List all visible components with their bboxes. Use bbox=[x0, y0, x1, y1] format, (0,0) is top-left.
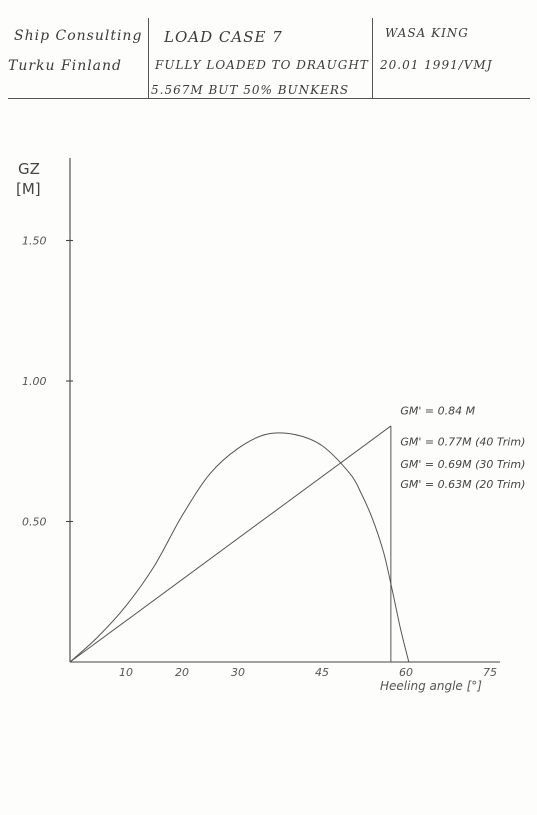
x-tick-label: 20 bbox=[175, 666, 189, 679]
gz-curve bbox=[69, 432, 410, 663]
gm-annotation: GM' = 0.77M (40 Trim) bbox=[400, 436, 525, 449]
load-case-title: LOAD CASE 7 bbox=[164, 28, 283, 46]
gm-annotation: GM' = 0.63M (20 Trim) bbox=[400, 478, 525, 491]
load-case-description: FULLY LOADED TO DRAUGHT bbox=[155, 58, 369, 72]
x-tick-label: 60 bbox=[399, 666, 413, 679]
y-tick-label: 0.50 bbox=[22, 516, 47, 529]
gm-annotation: GM' = 0.84 M bbox=[400, 405, 475, 418]
company-location: Turku Finland bbox=[8, 58, 123, 74]
gm-annotation: GM' = 0.69M (30 Trim) bbox=[400, 458, 525, 471]
header-divider-1 bbox=[148, 18, 149, 99]
x-axis-label: Heeling angle [°] bbox=[380, 679, 482, 693]
y-tick-label: 1.50 bbox=[22, 235, 47, 248]
y-tick-label: 1.00 bbox=[22, 375, 47, 388]
title-block: Ship Consulting Turku Finland LOAD CASE … bbox=[8, 18, 530, 100]
load-case-draught: 5.567M BUT 50% BUNKERS bbox=[151, 83, 350, 97]
ship-name: WASA KING bbox=[385, 26, 469, 40]
y-axis-label: GZ bbox=[18, 160, 40, 178]
gm-slope-line bbox=[69, 425, 392, 663]
company-name: Ship Consulting bbox=[14, 28, 143, 44]
x-tick-label: 75 bbox=[483, 666, 497, 679]
header-underline bbox=[8, 98, 530, 99]
x-tick-label: 30 bbox=[231, 666, 245, 679]
header-divider-2 bbox=[372, 18, 373, 99]
date-signature: 20.01 1991/VMJ bbox=[380, 58, 493, 72]
y-axis-unit: [M] bbox=[16, 180, 41, 198]
x-tick-label: 45 bbox=[315, 666, 329, 679]
x-tick-label: 10 bbox=[119, 666, 133, 679]
